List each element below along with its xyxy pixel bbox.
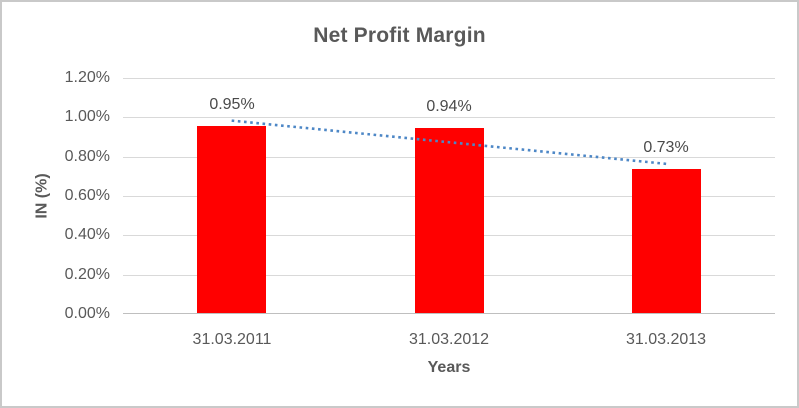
- x-tick-label: 31.03.2011: [192, 331, 272, 348]
- trendline: [231, 119, 667, 166]
- y-tick-label: 0.40%: [64, 226, 110, 243]
- y-tick-label: 1.00%: [64, 108, 110, 125]
- y-tick-label: 0.60%: [64, 187, 110, 204]
- chart-title: Net Profit Margin: [313, 24, 486, 47]
- bar-31.03.2012: [415, 128, 484, 313]
- x-axis-title: Years: [427, 359, 471, 376]
- x-axis-line: [123, 313, 775, 314]
- data-label: 0.94%: [426, 98, 472, 115]
- data-label: 0.95%: [209, 96, 255, 113]
- gridline: [123, 78, 775, 79]
- bar-31.03.2013: [632, 169, 701, 313]
- y-tick-label: 1.20%: [64, 69, 110, 86]
- x-tick-label: 31.03.2013: [625, 331, 707, 348]
- data-label: 0.73%: [643, 139, 689, 156]
- plot-area: 0.95% 0.94% 0.73%: [123, 78, 775, 314]
- x-tick-label: 31.03.2012: [408, 331, 490, 348]
- y-tick-label: 0.20%: [64, 266, 110, 283]
- y-tick-label: 0.00%: [64, 305, 110, 322]
- y-tick-label: 0.80%: [64, 148, 110, 165]
- gridline: [123, 117, 775, 118]
- bar-31.03.2011: [197, 126, 266, 313]
